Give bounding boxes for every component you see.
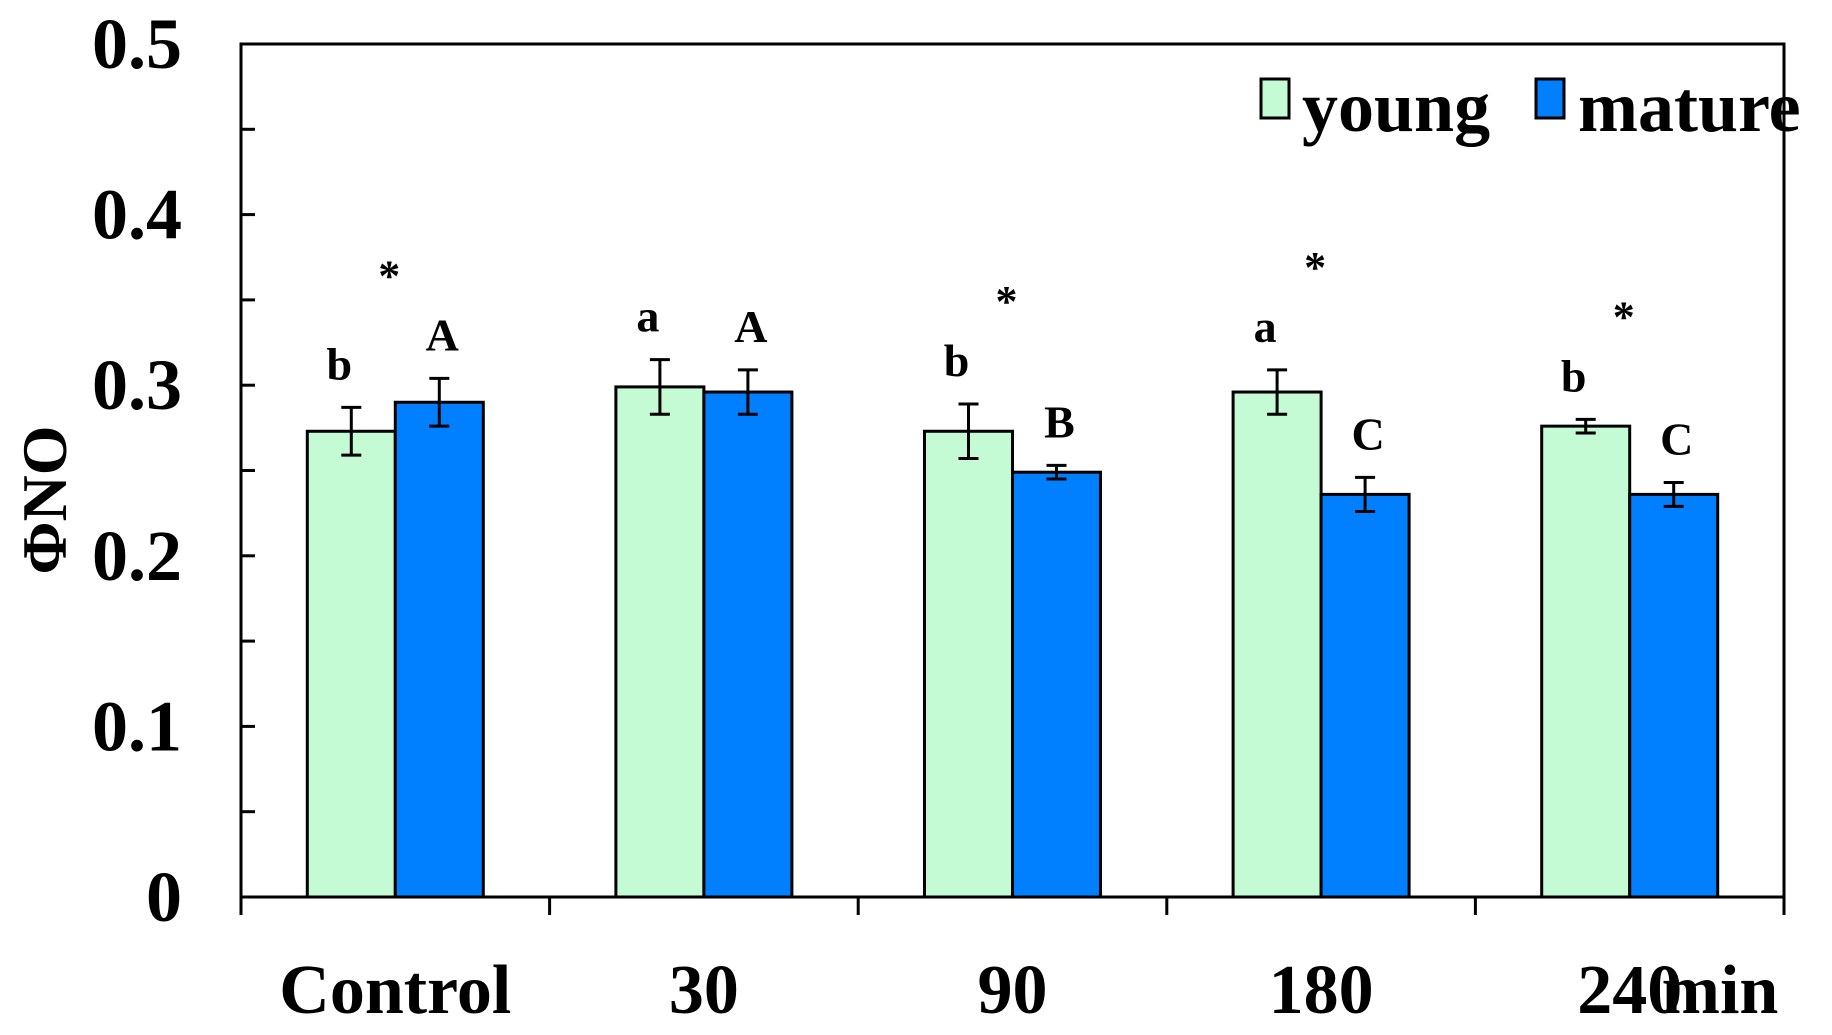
significance-star: * [1304, 243, 1326, 292]
significance-letter-mature: A [426, 309, 459, 360]
bar-young [305, 429, 397, 899]
bar-young [923, 429, 1014, 899]
y-tick-label: 0.3 [92, 345, 182, 425]
significance-letter-young: a [1254, 301, 1277, 352]
y-tick-label: 0.5 [92, 4, 182, 84]
significance-star: * [996, 277, 1018, 326]
significance-letter-young: b [1561, 350, 1587, 401]
significance-letter-young: b [944, 335, 970, 386]
bar-young [1231, 390, 1323, 899]
bar-mature [1319, 492, 1411, 899]
x-tick-label: 30 [669, 952, 739, 1029]
significance-letter-young: b [327, 338, 353, 389]
bar-mature [393, 400, 485, 899]
bar-mature [1628, 492, 1720, 899]
x-tick-label: 240 [1577, 952, 1682, 1029]
x-tick-label: 180 [1269, 952, 1374, 1029]
y-tick-label: 0.1 [92, 686, 182, 766]
legend-label-mature: mature [1578, 67, 1801, 147]
legend-swatch-young [1259, 77, 1291, 120]
significance-letter-mature: A [734, 301, 767, 352]
significance-star: * [378, 251, 400, 300]
x-unit-label: min [1662, 952, 1779, 1029]
y-axis-title: ΦNO [9, 425, 80, 574]
x-tick-label: Control [279, 952, 511, 1029]
legend: young mature [1259, 67, 1801, 147]
bar-young [1540, 424, 1632, 899]
significance-letter-mature: C [1660, 413, 1693, 464]
bar-young [614, 385, 706, 899]
y-tick-label: 0.4 [92, 175, 182, 255]
legend-label-young: young [1302, 67, 1490, 147]
y-tick-label: 0 [146, 857, 182, 937]
significance-letter-mature: C [1351, 408, 1384, 459]
x-tick-label: 90 [978, 952, 1048, 1029]
significance-star: * [1613, 292, 1635, 341]
bar-mature [702, 390, 794, 899]
significance-letter-mature: B [1044, 396, 1075, 447]
y-tick-label: 0.2 [92, 516, 182, 596]
legend-swatch-mature [1534, 77, 1566, 120]
significance-letter-young: a [636, 291, 659, 342]
bar-mature [1011, 470, 1102, 899]
